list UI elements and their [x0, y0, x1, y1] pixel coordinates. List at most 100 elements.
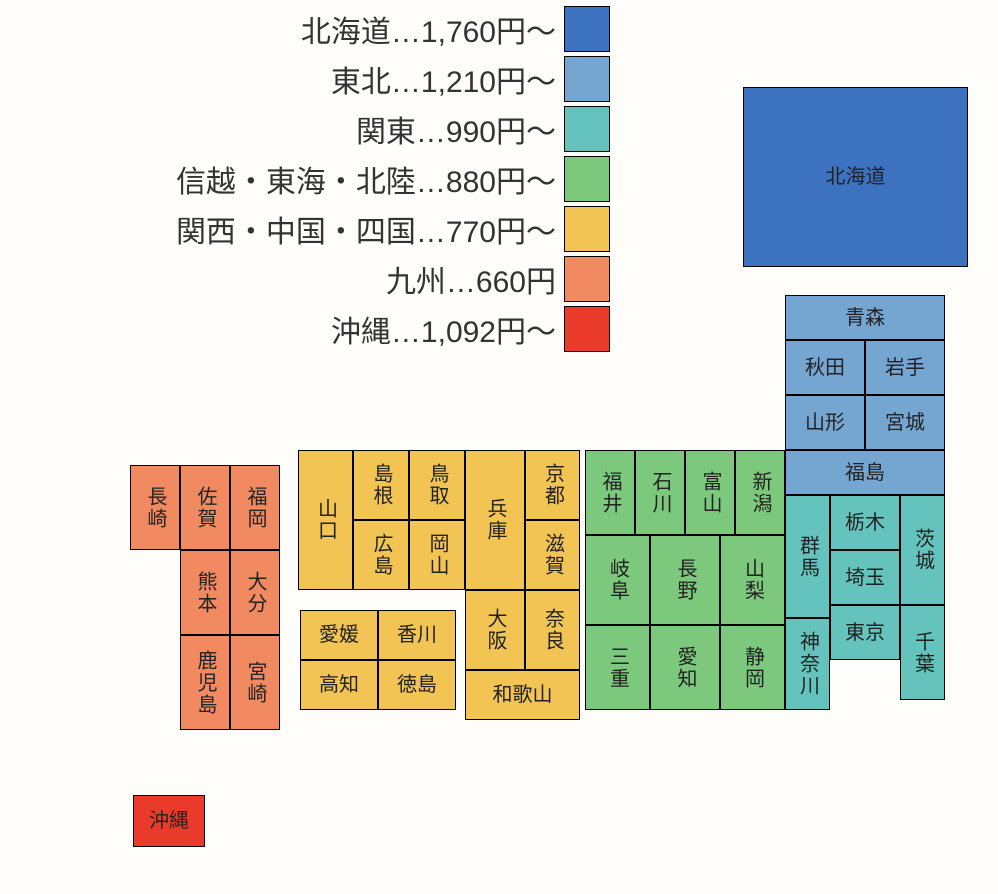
prefecture-label: 愛媛 [319, 624, 359, 646]
prefecture-block: 香川 [378, 610, 456, 660]
prefecture-block: 富山 [685, 450, 735, 535]
prefecture-block: 奈良 [525, 590, 580, 670]
legend-swatch [564, 56, 610, 102]
prefecture-label: 北海道 [826, 166, 886, 188]
prefecture-label: 山口 [315, 498, 337, 542]
prefecture-block: 千葉 [900, 605, 945, 700]
prefecture-label: 長野 [674, 558, 696, 602]
prefecture-block: 茨城 [900, 495, 945, 605]
prefecture-label: 福岡 [244, 486, 266, 530]
prefecture-label: 千葉 [912, 631, 934, 675]
legend: 北海道…1,760円〜東北…1,210円〜関東…990円〜信越・東海・北陸…88… [0, 4, 610, 354]
prefecture-label: 岩手 [885, 357, 925, 379]
legend-swatch [564, 206, 610, 252]
prefecture-block: 山梨 [720, 535, 785, 625]
legend-label: 信越・東海・北陸…880円〜 [176, 157, 556, 201]
prefecture-block: 愛知 [650, 625, 720, 710]
prefecture-label: 東京 [845, 622, 885, 644]
prefecture-block: 沖縄 [133, 795, 205, 847]
prefecture-label: 福井 [599, 471, 621, 515]
legend-swatch [564, 156, 610, 202]
prefecture-block: 徳島 [378, 660, 456, 710]
prefecture-block: 岩手 [865, 340, 945, 395]
legend-row: 信越・東海・北陸…880円〜 [0, 154, 610, 204]
legend-swatch [564, 306, 610, 352]
prefecture-label: 和歌山 [493, 684, 553, 706]
prefecture-label: 沖縄 [149, 810, 189, 832]
legend-row: 関西・中国・四国…770円〜 [0, 204, 610, 254]
prefecture-block: 静岡 [720, 625, 785, 710]
prefecture-label: 島根 [370, 463, 392, 507]
prefecture-label: 群馬 [797, 535, 819, 579]
prefecture-label: 栃木 [845, 512, 885, 534]
prefecture-block: 長野 [650, 535, 720, 625]
legend-label: 東北…1,210円〜 [331, 57, 556, 101]
prefecture-block: 大分 [230, 550, 280, 635]
prefecture-block: 長崎 [130, 465, 180, 550]
prefecture-label: 青森 [845, 307, 885, 329]
prefecture-block: 秋田 [785, 340, 865, 395]
legend-label: 北海道…1,760円〜 [301, 7, 556, 51]
prefecture-block: 島根 [353, 450, 409, 520]
prefecture-block: 福岡 [230, 465, 280, 550]
prefecture-block: 三重 [585, 625, 650, 710]
prefecture-label: 新潟 [749, 471, 771, 515]
legend-row: 九州…660円 [0, 254, 610, 304]
prefecture-label: 山梨 [742, 558, 764, 602]
prefecture-label: 広島 [370, 533, 392, 577]
prefecture-label: 神奈川 [797, 631, 819, 697]
legend-label: 関東…990円〜 [356, 107, 556, 151]
prefecture-label: 大阪 [484, 608, 506, 652]
prefecture-block: 山口 [298, 450, 353, 590]
prefecture-label: 三重 [607, 646, 629, 690]
prefecture-label: 埼玉 [845, 567, 885, 589]
prefecture-block: 佐賀 [180, 465, 230, 550]
prefecture-label: 奈良 [542, 608, 564, 652]
prefecture-label: 京都 [542, 463, 564, 507]
prefecture-label: 大分 [244, 571, 266, 615]
legend-row: 北海道…1,760円〜 [0, 4, 610, 54]
prefecture-label: 山形 [805, 412, 845, 434]
prefecture-block: 高知 [300, 660, 378, 710]
prefecture-label: 愛知 [674, 646, 696, 690]
prefecture-block: 神奈川 [785, 618, 830, 710]
legend-label: 関西・中国・四国…770円〜 [176, 207, 556, 251]
prefecture-label: 香川 [397, 624, 437, 646]
prefecture-block: 岡山 [409, 520, 465, 590]
prefecture-block: 宮崎 [230, 635, 280, 730]
prefecture-block: 鳥取 [409, 450, 465, 520]
prefecture-label: 石川 [649, 471, 671, 515]
prefecture-block: 滋賀 [525, 520, 580, 590]
prefecture-block: 宮城 [865, 395, 945, 450]
legend-row: 沖縄…1,092円〜 [0, 304, 610, 354]
prefecture-label: 秋田 [805, 357, 845, 379]
prefecture-label: 徳島 [397, 674, 437, 696]
prefecture-block: 愛媛 [300, 610, 378, 660]
prefecture-label: 鹿児島 [194, 650, 216, 716]
legend-label: 九州…660円 [386, 257, 556, 301]
legend-swatch [564, 256, 610, 302]
prefecture-label: 宮崎 [244, 661, 266, 705]
prefecture-block: 福島 [785, 450, 945, 495]
prefecture-label: 滋賀 [542, 533, 564, 577]
prefecture-block: 和歌山 [465, 670, 580, 720]
prefecture-block: 埼玉 [830, 550, 900, 605]
prefecture-block: 兵庫 [465, 450, 525, 590]
prefecture-label: 鳥取 [426, 463, 448, 507]
legend-swatch [564, 6, 610, 52]
prefecture-label: 茨城 [912, 528, 934, 572]
prefecture-label: 静岡 [742, 646, 764, 690]
legend-label: 沖縄…1,092円〜 [331, 307, 556, 351]
prefecture-label: 岐阜 [607, 558, 629, 602]
prefecture-block: 岐阜 [585, 535, 650, 625]
prefecture-block: 石川 [635, 450, 685, 535]
prefecture-label: 岡山 [426, 533, 448, 577]
legend-swatch [564, 106, 610, 152]
prefecture-label: 富山 [699, 471, 721, 515]
prefecture-block: 山形 [785, 395, 865, 450]
prefecture-block: 東京 [830, 605, 900, 660]
prefecture-label: 高知 [319, 674, 359, 696]
prefecture-block: 広島 [353, 520, 409, 590]
prefecture-block: 新潟 [735, 450, 785, 535]
prefecture-block: 大阪 [465, 590, 525, 670]
